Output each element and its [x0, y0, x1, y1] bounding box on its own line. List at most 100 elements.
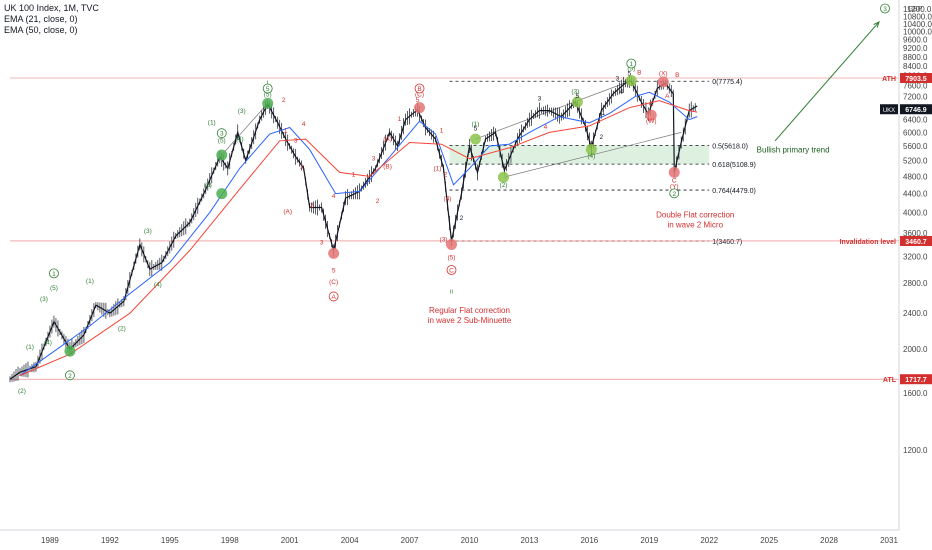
wave-label: 3	[883, 6, 887, 13]
wave-label: (A)	[283, 208, 292, 215]
y-tick-label: 10800.0	[903, 12, 932, 21]
y-tick-label: 6400.0	[903, 116, 928, 125]
price-tag-text: 6746.9	[905, 107, 927, 114]
wave-label: (3)	[238, 108, 246, 115]
wave-label: 3	[538, 96, 542, 103]
symbol-tag	[880, 104, 898, 115]
wave-label: (B)	[383, 163, 392, 170]
wave-label: (2)	[118, 325, 126, 332]
y-tick-label: 9600.0	[903, 36, 928, 45]
y-tick-label: 11200.0	[903, 5, 932, 14]
wave-label: (3)	[571, 89, 579, 96]
symbol-title[interactable]: UK 100 Index, 1M, TVC	[4, 3, 99, 13]
wave-label: 3	[372, 156, 376, 163]
ema-layer	[19, 91, 698, 376]
annotation-text: Regular Flat correction	[429, 306, 510, 315]
wave-label: 5	[627, 71, 631, 78]
wave-label: 1	[300, 163, 304, 170]
wave-label: 4	[332, 193, 336, 200]
wave-label: i	[267, 79, 268, 86]
wave-marker-circle	[446, 238, 458, 250]
price-tag	[900, 235, 932, 246]
wave-label: (A)	[383, 136, 392, 143]
wave-label: 1	[629, 61, 633, 68]
wave-label: 2	[282, 97, 286, 104]
x-tick-label: 1989	[41, 536, 59, 545]
wave-label: 5	[266, 86, 270, 93]
price-series-layer	[9, 75, 698, 383]
wave-label: (1)	[471, 121, 479, 128]
wave-label: (4)	[154, 281, 162, 288]
trend-arrow-head	[873, 20, 880, 28]
wave-label: 5	[332, 267, 336, 274]
wave-label-ring	[880, 3, 890, 14]
y-tick-label: 7200.0	[903, 92, 928, 101]
wave-label: 4	[619, 89, 623, 96]
wave-label: (3)	[40, 296, 48, 303]
price-tags-layer: 7903.5 ATH 6746.9 UKX 3460.7 Invalidation lev…	[840, 73, 932, 385]
y-tick-label: 4000.0	[903, 208, 928, 217]
wave-marker-circle	[657, 76, 669, 88]
wave-label: 1	[52, 271, 56, 278]
price-tag-text: 3460.7	[905, 239, 927, 246]
wave-label: (4)	[236, 136, 244, 143]
wave-label: 1	[440, 127, 444, 134]
price-tag-text: 7903.5	[905, 76, 927, 83]
y-tick-label: 2800.0	[903, 279, 928, 288]
wave-label: (Y)	[670, 183, 679, 190]
x-tick-label: 2016	[580, 536, 598, 545]
wave-label: C	[672, 178, 677, 185]
y-tick-label: 1600.0	[903, 389, 928, 398]
ema-50-line	[19, 100, 698, 376]
wave-label-ring	[446, 265, 457, 275]
wave-label: 4	[302, 121, 306, 128]
wave-label: 1	[602, 110, 606, 117]
price-level-label: ATL	[883, 377, 897, 384]
chart-legend: UK 100 Index, 1M, TVC EMA (21, close, 0)…	[4, 3, 99, 36]
annotation-text: in wave 2 Micro	[667, 220, 723, 229]
wave-label: (2)	[18, 388, 26, 395]
y-tick-label: 4400.0	[903, 190, 928, 199]
wave-label: (5)	[627, 66, 635, 73]
y-tick-label: 8800.0	[903, 53, 928, 62]
wave-label: 5	[416, 97, 420, 104]
time-axis[interactable]: 1989 1992 1995 1998 2001 2004 2007 2010 2013 2016…	[41, 536, 898, 545]
ema-50-indicator[interactable]: EMA (50, close, 0)	[4, 25, 78, 35]
price-level-label: ATH	[882, 76, 896, 83]
x-tick-label: 2022	[700, 536, 718, 545]
trend-arrow-line	[774, 21, 880, 142]
x-tick-label: 2031	[880, 536, 898, 545]
x-tick-label: 2025	[760, 536, 778, 545]
wave-label: 3	[320, 239, 324, 246]
ema-21-indicator[interactable]: EMA (21, close, 0)	[4, 14, 78, 24]
y-tick-label: 9200.0	[903, 44, 928, 53]
fib-zone-layer	[449, 145, 710, 165]
y-tick-label: 4800.0	[903, 172, 928, 181]
price-axis[interactable]: 1200.0 1600.0 2000.0 2400.0 2800.0 3200.0 3600…	[903, 5, 932, 455]
wave-label: 1	[284, 127, 288, 134]
wave-circles-layer	[64, 75, 680, 357]
wave-marker-circle	[645, 109, 657, 121]
wave-marker-circle	[328, 247, 340, 259]
wave-label: B	[637, 69, 641, 76]
wave-label: 2	[444, 171, 448, 178]
wave-label: (5)	[448, 255, 456, 262]
wave-label: 2	[460, 215, 464, 222]
wave-marker-circle	[668, 166, 680, 178]
wave-label-ring	[262, 83, 273, 94]
symbol-tag-text: UKX	[883, 108, 895, 114]
wave-label: 5	[576, 93, 580, 100]
wave-label: (5)	[264, 91, 272, 98]
x-tick-label: 2019	[640, 536, 658, 545]
wave-label: A	[665, 93, 670, 100]
wave-label: (1)	[208, 119, 216, 126]
fib-level-label: 0.618(5108.9)	[712, 162, 756, 169]
wave-marker-circle	[469, 133, 481, 145]
y-tick-label: 10400.0	[903, 20, 932, 29]
y-tick-label: 8400.0	[903, 62, 928, 71]
wave-label: 1	[398, 116, 402, 123]
wave-label: 4	[544, 124, 548, 131]
price-tag-text: 1717.7	[905, 377, 927, 384]
